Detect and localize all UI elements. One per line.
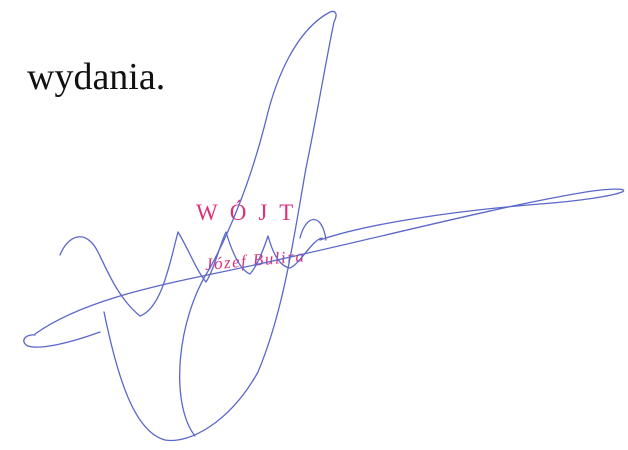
signature-stroke-underline (35, 189, 624, 334)
signature-stroke-loop (24, 332, 100, 347)
stamp-title: WÓJT (196, 200, 305, 226)
stamp-name: Józef Bulira (204, 246, 306, 275)
signature-stroke-wave (60, 232, 178, 316)
document-text-line: wydania. (27, 58, 165, 96)
